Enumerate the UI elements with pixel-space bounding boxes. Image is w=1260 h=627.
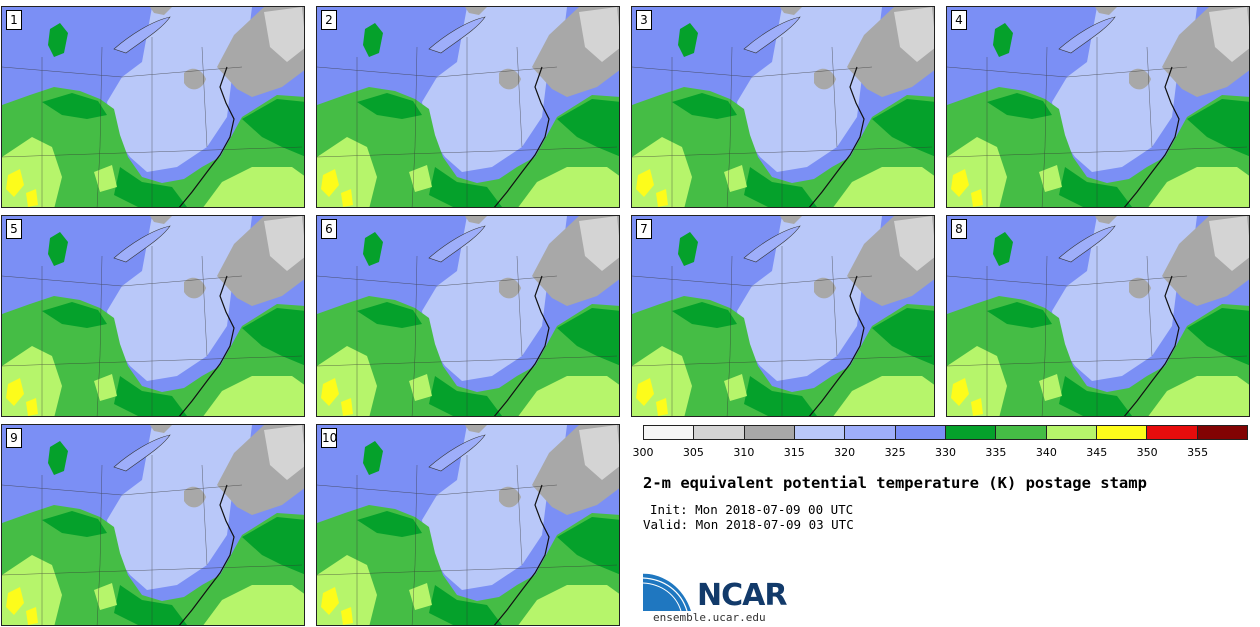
ncar-logo-icon [643, 572, 694, 612]
member-map-3: 3 [631, 6, 935, 208]
colorbar-tick-label: 340 [1035, 446, 1057, 459]
colorbar-swatch [644, 426, 695, 439]
member-map-4: 4 [946, 6, 1250, 208]
member-label: 5 [6, 219, 22, 239]
colorbar-swatch [744, 426, 795, 439]
map-field [947, 7, 1249, 207]
map-field [632, 7, 934, 207]
member-map-8: 8 [946, 215, 1250, 417]
colorbar-tick-label: 350 [1136, 446, 1158, 459]
colorbar-swatch [895, 426, 946, 439]
member-label: 3 [636, 10, 652, 30]
init-time: Init: Mon 2018-07-09 00 UTC [650, 502, 854, 517]
colorbar-tick-label: 310 [733, 446, 755, 459]
colorbar-swatch [794, 426, 846, 439]
member-map-5: 5 [1, 215, 305, 417]
colorbar-tick-label: 355 [1187, 446, 1209, 459]
colorbar-swatch [1147, 426, 1198, 439]
map-field [317, 7, 619, 207]
colorbar-swatch [1197, 426, 1247, 439]
map-field [317, 425, 619, 625]
colorbar-swatch [845, 426, 896, 439]
site-url: ensemble.ucar.edu [653, 611, 766, 624]
member-map-9: 9 [1, 424, 305, 626]
colorbar-swatch [694, 426, 745, 439]
member-map-6: 6 [316, 215, 620, 417]
member-map-10: 10 [316, 424, 620, 626]
colorbar [643, 425, 1248, 440]
map-field [632, 216, 934, 416]
colorbar-tick-label: 305 [682, 446, 704, 459]
map-field [2, 7, 304, 207]
member-label: 7 [636, 219, 652, 239]
valid-time: Valid: Mon 2018-07-09 03 UTC [643, 517, 854, 532]
colorbar-tick-label: 325 [884, 446, 906, 459]
colorbar-tick-label: 345 [1086, 446, 1108, 459]
member-label: 4 [951, 10, 967, 30]
colorbar-swatch [996, 426, 1047, 439]
member-label: 10 [321, 428, 337, 448]
member-map-2: 2 [316, 6, 620, 208]
logo-wordmark: NCAR [697, 578, 787, 613]
plot-title: 2-m equivalent potential temperature (K)… [643, 474, 1147, 492]
colorbar-tick-label: 330 [935, 446, 956, 459]
member-label: 9 [6, 428, 22, 448]
colorbar-swatch [1096, 426, 1148, 439]
colorbar-swatch [1046, 426, 1097, 439]
colorbar-swatch [945, 426, 997, 439]
colorbar-tick-label: 315 [783, 446, 805, 459]
map-field [2, 216, 304, 416]
member-map-1: 1 [1, 6, 305, 208]
colorbar-tick-label: 335 [985, 446, 1007, 459]
colorbar-tick-label: 320 [834, 446, 856, 459]
map-field [317, 216, 619, 416]
map-field [2, 425, 304, 625]
member-label: 8 [951, 219, 967, 239]
map-field [947, 216, 1249, 416]
colorbar-tick-label: 300 [632, 446, 654, 459]
member-label: 1 [6, 10, 22, 30]
member-label: 2 [321, 10, 337, 30]
member-map-7: 7 [631, 215, 935, 417]
member-label: 6 [321, 219, 337, 239]
